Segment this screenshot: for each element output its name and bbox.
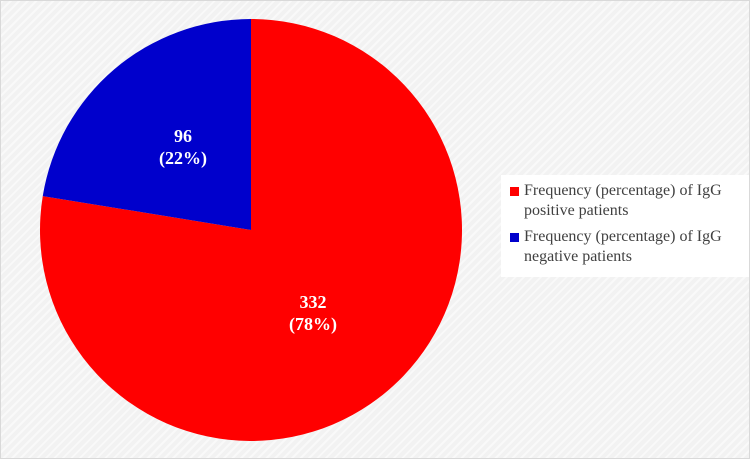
data-label-positive-value: 332 xyxy=(299,292,327,312)
legend-swatch-positive xyxy=(510,187,519,196)
data-label-positive-percent: (78%) xyxy=(289,314,337,334)
legend-label-positive: Frequency (percentage) of IgG positive p… xyxy=(524,182,722,219)
pie-slice-positive xyxy=(40,19,463,441)
data-label-positive: 332 (78%) xyxy=(289,291,337,335)
legend: Frequency (percentage) of IgG positive p… xyxy=(501,175,749,277)
data-label-negative-value: 96 xyxy=(174,126,192,146)
pie-slice-negative xyxy=(42,19,251,230)
data-label-negative-percent: (22%) xyxy=(159,148,207,168)
legend-item-negative: Frequency (percentage) of IgG negative p… xyxy=(507,227,745,267)
legend-item-positive: Frequency (percentage) of IgG positive p… xyxy=(507,181,745,221)
legend-label-negative: Frequency (percentage) of IgG negative p… xyxy=(524,228,722,265)
data-label-negative: 96 (22%) xyxy=(159,125,207,169)
legend-swatch-negative xyxy=(510,233,519,242)
